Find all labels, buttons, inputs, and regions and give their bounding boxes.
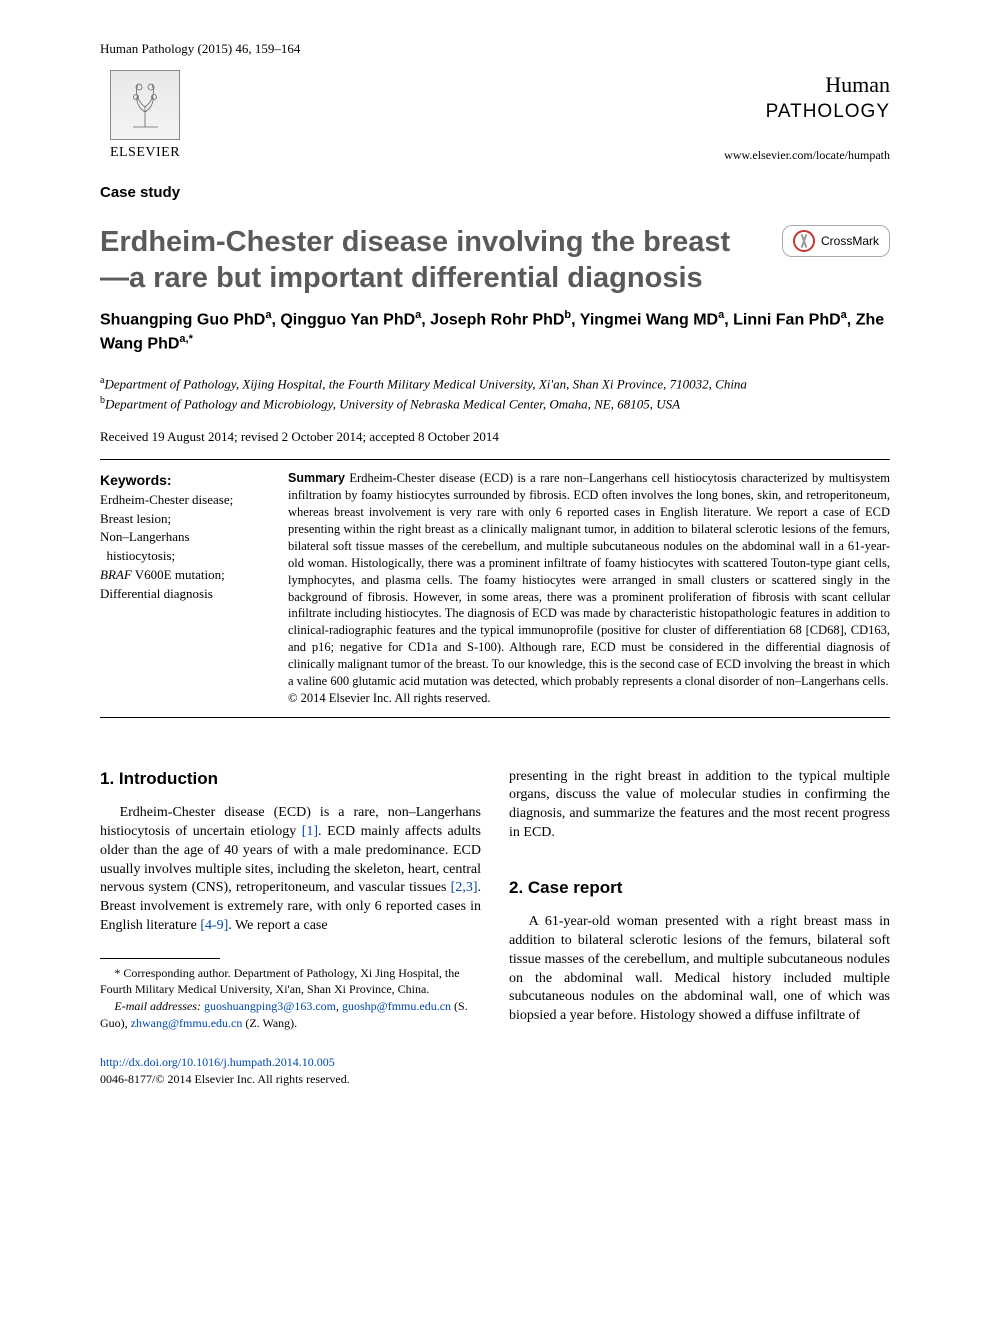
email-link[interactable]: guoshp@fmmu.edu.cn (342, 999, 451, 1013)
summary-heading: Summary (288, 471, 345, 485)
email-addresses: E-mail addresses: guoshuangping3@163.com… (100, 998, 481, 1032)
publisher-name: ELSEVIER (110, 144, 180, 163)
section-heading-intro: 1. Introduction (100, 768, 481, 791)
keywords-list: Erdheim-Chester disease;Breast lesion;No… (100, 491, 270, 604)
journal-title-line1: Human (724, 70, 890, 100)
affiliations: aDepartment of Pathology, Xijing Hospita… (100, 374, 890, 414)
body-columns: 1. Introduction Erdheim-Chester disease … (100, 768, 890, 1088)
journal-title-line2: PATHOLOGY (724, 99, 890, 125)
email-link[interactable]: zhwang@fmmu.edu.cn (131, 1016, 243, 1030)
journal-homepage-link[interactable]: www.elsevier.com/locate/humpath (724, 147, 890, 163)
article-dates: Received 19 August 2014; revised 2 Octob… (100, 428, 890, 446)
issn-copyright: 0046-8177/© 2014 Elsevier Inc. All right… (100, 1072, 350, 1086)
intro-text: . We report a case (228, 918, 327, 933)
crossmark-icon (793, 230, 815, 252)
affiliation-a: Department of Pathology, Xijing Hospital… (104, 376, 746, 391)
ref-link[interactable]: [2,3] (451, 880, 478, 895)
footnotes: * Corresponding author. Department of Pa… (100, 965, 481, 1032)
left-column: 1. Introduction Erdheim-Chester disease … (100, 768, 481, 1088)
ref-link[interactable]: [4-9] (200, 918, 228, 933)
intro-continuation: presenting in the right breast in additi… (509, 768, 890, 843)
section-heading-case: 2. Case report (509, 877, 890, 900)
footnote-divider (100, 958, 220, 959)
corresponding-author-note: * Corresponding author. Department of Pa… (100, 965, 481, 999)
article-title: Erdheim-Chester disease involving the br… (100, 225, 740, 296)
elsevier-logo (110, 70, 180, 140)
crossmark-label: CrossMark (821, 233, 879, 249)
summary-body: Erdheim-Chester disease (ECD) is a rare … (288, 471, 890, 688)
affiliation-b: Department of Pathology and Microbiology… (105, 396, 680, 411)
keywords-heading: Keywords: (100, 470, 270, 490)
doi-block: http://dx.doi.org/10.1016/j.humpath.2014… (100, 1054, 481, 1088)
abstract-block: Keywords: Erdheim-Chester disease;Breast… (100, 460, 890, 716)
summary-copyright: © 2014 Elsevier Inc. All rights reserved… (288, 691, 491, 705)
email-attribution: (Z. Wang). (245, 1016, 297, 1030)
keywords-column: Keywords: Erdheim-Chester disease;Breast… (100, 470, 270, 706)
summary-column: Summary Erdheim-Chester disease (ECD) is… (288, 470, 890, 706)
divider (100, 717, 890, 718)
crossmark-badge[interactable]: CrossMark (782, 225, 890, 257)
ref-link[interactable]: [1] (302, 824, 318, 839)
citation-header: Human Pathology (2015) 46, 159–164 (100, 40, 890, 58)
publisher-block: ELSEVIER (100, 70, 190, 163)
email-link[interactable]: guoshuangping3@163.com (204, 999, 336, 1013)
journal-block: Human PATHOLOGY www.elsevier.com/locate/… (724, 70, 890, 164)
email-label: E-mail addresses: (114, 999, 201, 1013)
authors-line: Shuangping Guo PhDa, Qingguo Yan PhDa, J… (100, 308, 890, 355)
header-row: ELSEVIER Human PATHOLOGY www.elsevier.co… (100, 70, 890, 164)
case-paragraph: A 61-year-old woman presented with a rig… (509, 913, 890, 1026)
intro-paragraph: Erdheim-Chester disease (ECD) is a rare,… (100, 804, 481, 935)
article-type-label: Case study (100, 183, 890, 203)
doi-link[interactable]: http://dx.doi.org/10.1016/j.humpath.2014… (100, 1055, 335, 1069)
right-column: presenting in the right breast in additi… (509, 768, 890, 1088)
